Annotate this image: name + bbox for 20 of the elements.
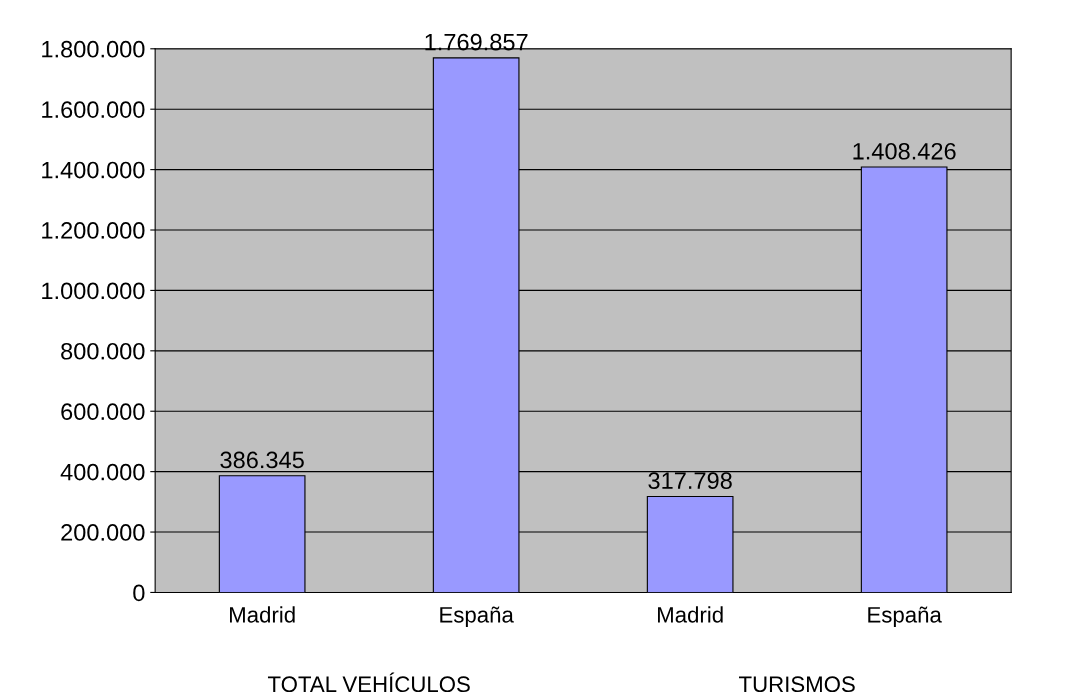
y-tick-label: 1.400.000 (42, 161, 145, 179)
x-tick-label: España (440, 606, 514, 628)
y-tick-label: 1.000.000 (42, 282, 145, 300)
y-tick-label: 600.000 (61, 403, 145, 421)
data-label: 1.769.857 (425, 33, 528, 51)
x-tick-label: Madrid (230, 606, 295, 623)
text: TOTAL VEHÍCULOS (267, 672, 470, 693)
y-tick-label: 1.800.000 (42, 40, 145, 58)
text: TURISMOS (739, 676, 855, 693)
x-tick-label: España (868, 606, 942, 628)
x-tick-label: Madrid (658, 606, 723, 623)
data-label: 1.408.426 (853, 142, 956, 160)
y-tick-label: 200.000 (61, 524, 145, 541)
y-tick-label: 0 (133, 584, 145, 602)
data-label: 386.345 (220, 451, 304, 469)
y-tick-label: 800.000 (61, 342, 145, 360)
y-tick-label: 400.000 (60, 463, 145, 481)
data-label: 317.798 (648, 472, 732, 490)
y-tick-label: 1.600.000 (42, 101, 145, 118)
y-tick-label: 1.200.000 (42, 222, 145, 239)
